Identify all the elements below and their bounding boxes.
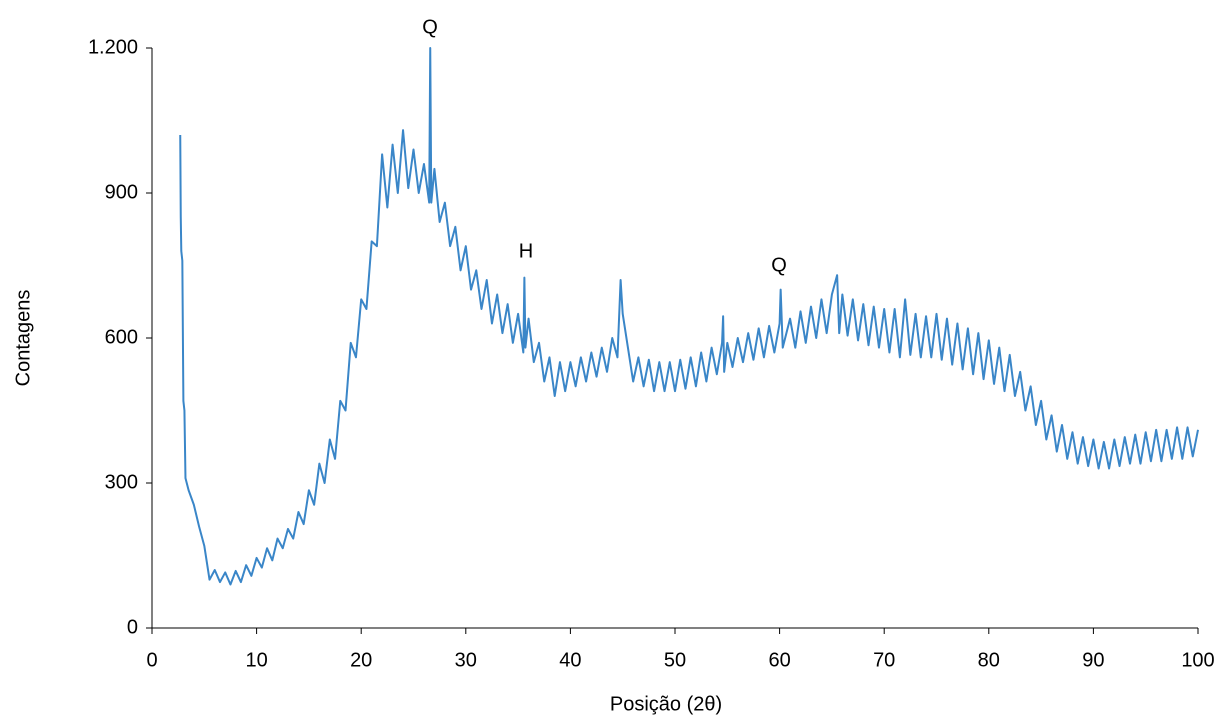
- x-tick-label: 70: [873, 649, 895, 671]
- x-axis-label: Posição (2θ): [610, 693, 722, 715]
- y-tick-label: 1.200: [88, 36, 138, 58]
- peak-annotation: H: [519, 240, 533, 262]
- x-tick-label: 80: [978, 649, 1000, 671]
- x-tick-label: 50: [664, 649, 686, 671]
- x-tick-label: 10: [245, 649, 267, 671]
- x-tick-label: 30: [455, 649, 477, 671]
- y-tick-label: 0: [127, 616, 138, 638]
- x-tick-label: 0: [146, 649, 157, 671]
- peak-annotation: Q: [422, 16, 438, 38]
- x-tick-label: 90: [1082, 649, 1104, 671]
- peak-annotation: Q: [771, 254, 787, 276]
- x-tick-label: 60: [768, 649, 790, 671]
- x-tick-label: 20: [350, 649, 372, 671]
- y-axis-label: Contagens: [12, 290, 34, 387]
- x-tick-label: 40: [559, 649, 581, 671]
- data-line: [179, 47, 1199, 586]
- y-tick-label: 300: [105, 471, 138, 493]
- x-tick-label: 100: [1181, 649, 1214, 671]
- y-tick-label: 600: [105, 326, 138, 348]
- y-tick-label: 900: [105, 181, 138, 203]
